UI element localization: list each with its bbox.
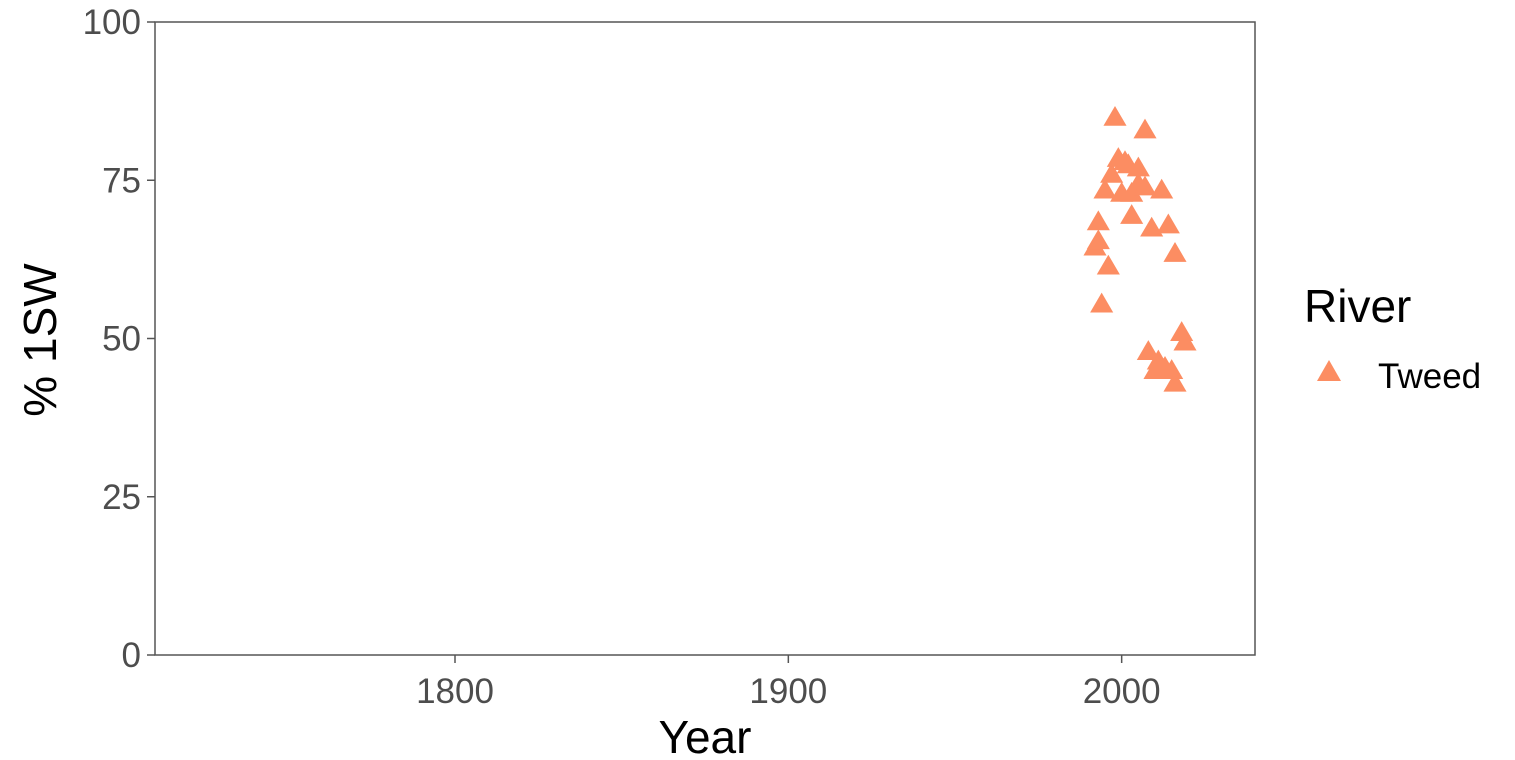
legend-label-tweed: Tweed	[1378, 357, 1481, 396]
data-point-triangle	[1093, 178, 1117, 199]
data-point-triangle	[1136, 340, 1160, 360]
legend-title: River	[1304, 280, 1411, 332]
x-tick-label: 1800	[416, 672, 494, 711]
data-point-triangle	[1163, 371, 1187, 392]
y-tick-label: 0	[122, 636, 141, 675]
data-point-triangle	[1133, 175, 1157, 196]
data-point-triangle	[1156, 213, 1180, 234]
legend: River Tweed	[1304, 280, 1481, 396]
x-axis-title: Year	[659, 711, 752, 760]
y-tick-label: 75	[102, 161, 141, 200]
data-point-triangle	[1126, 156, 1150, 177]
y-tick-label: 25	[102, 478, 141, 517]
x-tick-label: 1900	[749, 672, 827, 711]
data-point-triangle	[1160, 359, 1184, 379]
legend-marker-tweed	[1317, 360, 1341, 381]
y-axis: 0 25 50 75 100	[83, 3, 155, 675]
data-point-triangle	[1103, 105, 1127, 126]
data-point-triangle	[1096, 254, 1120, 275]
y-axis-title: % 1SW	[14, 263, 66, 417]
data-point-triangle	[1100, 162, 1124, 183]
data-point-triangle	[1090, 292, 1114, 313]
data-point-triangle	[1120, 204, 1144, 224]
data-point-triangle	[1086, 210, 1110, 231]
data-point-triangle	[1163, 242, 1187, 262]
y-tick-label: 50	[102, 320, 141, 359]
y-tick-label: 100	[83, 3, 141, 42]
plot-panel	[154, 21, 1256, 656]
data-points	[1083, 105, 1197, 392]
data-point-triangle	[1140, 216, 1164, 237]
x-tick-label: 2000	[1083, 672, 1161, 711]
data-point-triangle	[1173, 330, 1197, 351]
x-axis: 1800 1900 2000	[416, 655, 1161, 711]
data-point-triangle	[1133, 118, 1157, 139]
data-point-triangle	[1086, 229, 1110, 250]
data-point-triangle	[1150, 178, 1174, 199]
